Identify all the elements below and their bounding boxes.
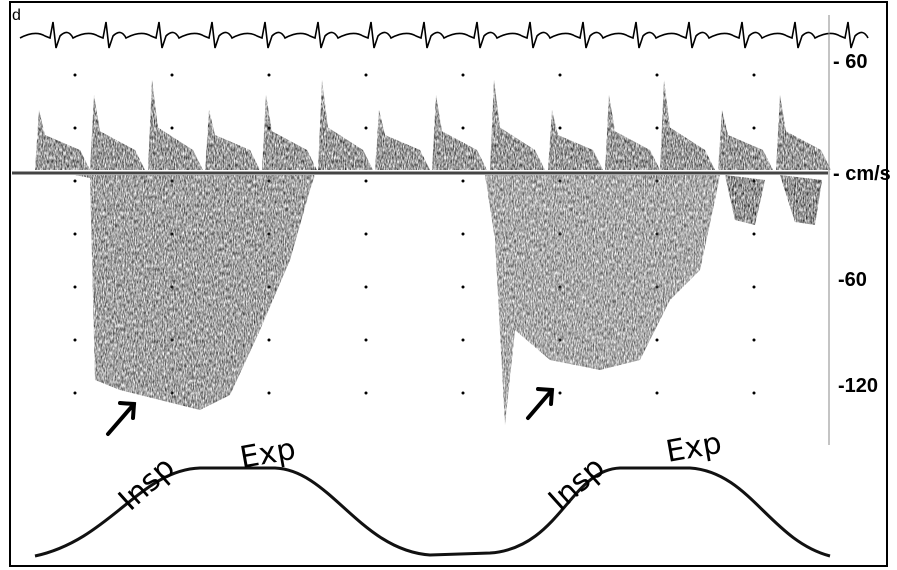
- grid-dot: [364, 73, 368, 77]
- grid-dot: [364, 391, 368, 395]
- grid-dot: [752, 338, 756, 342]
- spectral-signal: [35, 80, 831, 425]
- flow-envelope: [485, 175, 720, 425]
- grid-dot: [73, 179, 77, 183]
- grid-dot: [364, 285, 368, 289]
- scale-label: -60: [838, 269, 867, 291]
- grid-dot: [461, 232, 465, 236]
- flow-envelope: [75, 175, 315, 410]
- grid-dot: [461, 179, 465, 183]
- flow-spike: [548, 110, 603, 170]
- velocity-scale: - 60 - cm/s -60 -120: [833, 51, 891, 397]
- grid-dot: [267, 391, 271, 395]
- grid-dot: [364, 126, 368, 130]
- grid-dot: [364, 232, 368, 236]
- grid-dot: [170, 73, 174, 77]
- grid-dot: [364, 179, 368, 183]
- grid-dot: [655, 338, 659, 342]
- grid-dot: [558, 126, 562, 130]
- grid-dot: [558, 391, 562, 395]
- grid-dot: [655, 391, 659, 395]
- flow-spike: [605, 95, 660, 170]
- scale-label: -120: [838, 375, 878, 397]
- flow-spike: [318, 80, 373, 170]
- grid-dot: [73, 232, 77, 236]
- grid-dot: [752, 232, 756, 236]
- grid-dot: [170, 126, 174, 130]
- flow-spike: [375, 110, 430, 170]
- corner-label: d: [12, 7, 21, 24]
- grid-dot: [73, 285, 77, 289]
- grid-dot: [461, 285, 465, 289]
- flow-spike: [660, 80, 715, 170]
- flow-spike: [490, 80, 545, 170]
- grid-dot: [73, 338, 77, 342]
- grid-dot: [752, 285, 756, 289]
- grid-dot: [752, 73, 756, 77]
- grid-dot: [267, 338, 271, 342]
- flow-envelope: [725, 175, 765, 225]
- flow-spike: [90, 95, 145, 170]
- grid-dot: [461, 391, 465, 395]
- grid-dot: [655, 73, 659, 77]
- flow-spike: [262, 95, 317, 170]
- flow-envelope: [780, 175, 822, 225]
- flow-spike: [35, 110, 90, 170]
- grid-dot: [752, 126, 756, 130]
- grid-dot: [655, 126, 659, 130]
- flow-spike: [718, 110, 773, 170]
- grid-dot: [364, 338, 368, 342]
- flow-spike: [776, 95, 831, 170]
- grid-dot: [73, 126, 77, 130]
- ecg-trace: [19, 21, 869, 49]
- flow-spike: [432, 95, 487, 170]
- grid-dot: [461, 126, 465, 130]
- scale-label: - 60: [833, 51, 867, 73]
- grid-dot: [558, 73, 562, 77]
- grid-dot: [461, 338, 465, 342]
- grid-dot: [73, 391, 77, 395]
- grid-dot: [461, 73, 465, 77]
- arrows: [106, 387, 555, 436]
- grid-dot: [267, 73, 271, 77]
- grid-dot: [752, 391, 756, 395]
- respiration-curve: [34, 466, 831, 558]
- flow-spike: [205, 110, 260, 170]
- grid-dot: [73, 73, 77, 77]
- scale-label: - cm/s: [833, 163, 891, 185]
- flow-spike: [148, 80, 203, 170]
